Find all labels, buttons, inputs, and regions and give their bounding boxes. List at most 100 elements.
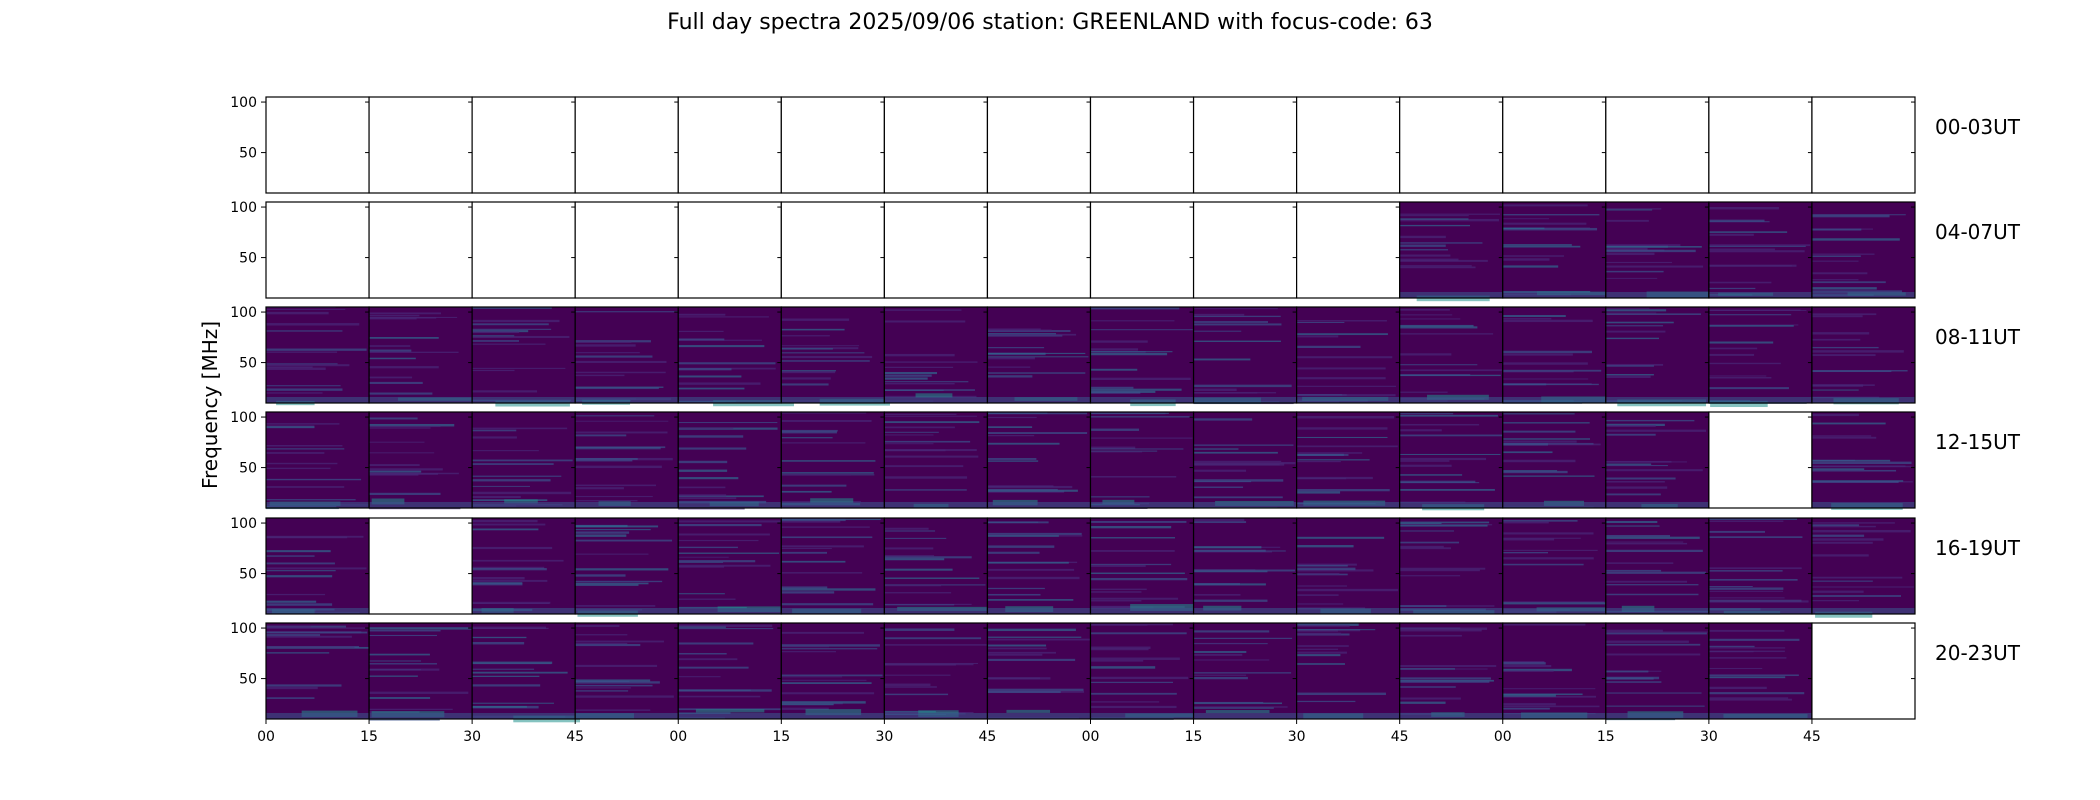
spectral-line <box>678 362 776 365</box>
spectral-line <box>1399 391 1448 393</box>
spectral-line <box>987 545 1055 548</box>
spectral-line <box>1708 667 1763 670</box>
spectrogram-panel <box>1605 517 1710 615</box>
empty-panel <box>883 201 989 299</box>
spectral-line <box>575 642 628 645</box>
spectral-line <box>266 462 338 465</box>
spectral-line <box>369 708 453 711</box>
spectral-line <box>1090 632 1187 635</box>
spectral-line <box>884 637 982 640</box>
x-tick-label: 00 <box>1494 729 1512 745</box>
spectral-line <box>472 566 545 569</box>
spectral-line <box>266 486 345 488</box>
spectral-line <box>1193 451 1278 454</box>
spectral-line <box>1502 664 1552 668</box>
panel-background <box>266 307 370 403</box>
spectral-line <box>1296 569 1374 572</box>
empty-panel <box>1605 96 1710 194</box>
spectral-line <box>678 695 761 698</box>
spectral-line <box>884 530 936 532</box>
spectral-line <box>1708 697 1789 699</box>
spectral-line <box>1502 255 1564 257</box>
spectral-line <box>1605 277 1658 279</box>
spectral-line <box>1193 418 1253 421</box>
spectral-line <box>1090 666 1156 669</box>
spectral-line <box>1502 693 1583 696</box>
spectral-line <box>472 705 527 708</box>
spectral-line <box>1090 416 1194 418</box>
spectral-line <box>575 681 660 684</box>
spectral-line <box>1811 541 1873 544</box>
spectral-line <box>1811 313 1877 316</box>
spectral-line <box>1811 422 1886 425</box>
spectrogram-panel <box>265 622 370 720</box>
spectral-line <box>1399 605 1495 607</box>
spectral-line <box>1502 265 1559 268</box>
spectral-line <box>266 625 311 628</box>
empty-panel <box>1502 96 1607 194</box>
spectral-line <box>369 629 441 632</box>
spectral-line <box>781 355 873 359</box>
spectral-line <box>1605 247 1648 251</box>
spectral-line <box>472 328 552 330</box>
spectral-line <box>1399 480 1476 483</box>
spectral-line <box>1502 227 1598 231</box>
spectral-line <box>884 320 966 323</box>
spectral-line <box>1296 394 1396 397</box>
low-frequency-band <box>1710 400 1768 408</box>
spectral-line <box>369 336 439 339</box>
spectral-line <box>472 579 548 582</box>
spectral-line <box>1502 378 1589 380</box>
spectral-line <box>1399 460 1450 462</box>
bottom-noise-band <box>884 713 988 719</box>
spectral-line <box>1193 461 1296 465</box>
empty-panel <box>1708 411 1813 509</box>
bottom-noise-band <box>1296 502 1400 508</box>
spectral-line <box>1708 244 1811 247</box>
spectral-line <box>1811 468 1865 470</box>
spectral-line <box>987 647 1047 650</box>
bottom-noise-band <box>1811 502 1915 508</box>
spectral-line <box>781 347 859 350</box>
spectral-line <box>472 323 549 326</box>
spectral-line <box>266 697 315 699</box>
spectral-line <box>1090 681 1173 684</box>
spectral-line <box>1193 444 1294 446</box>
spectral-line <box>1605 477 1676 480</box>
spectral-line <box>1502 413 1575 415</box>
bottom-noise-band <box>678 502 782 508</box>
spectral-line <box>1605 542 1688 545</box>
spectral-line <box>678 338 725 341</box>
low-frequency-band <box>1130 604 1216 611</box>
row-label: 16-19UT <box>1935 536 2021 560</box>
spectral-line <box>369 464 420 466</box>
spectral-line <box>987 442 1060 445</box>
spectral-line <box>781 348 833 350</box>
spectral-line <box>1399 605 1447 607</box>
spectral-line <box>678 564 771 567</box>
spectral-line <box>987 690 1061 694</box>
spectral-line <box>1296 452 1363 454</box>
row-label: 08-11UT <box>1935 325 2021 349</box>
spectral-line <box>1193 594 1241 596</box>
spectral-line <box>1502 695 1597 698</box>
spectral-line <box>575 484 656 487</box>
spectrogram-panel <box>1399 306 1504 404</box>
spectral-line <box>1811 524 1860 527</box>
spectral-line <box>1090 597 1179 600</box>
spectral-line <box>678 666 749 669</box>
spectral-line <box>987 677 1051 680</box>
spectral-line <box>1605 313 1701 315</box>
spectral-line <box>987 599 1074 601</box>
empty-panel <box>1089 201 1195 299</box>
spectral-line <box>781 586 828 589</box>
spectral-line <box>884 371 938 375</box>
low-frequency-band <box>371 498 405 505</box>
spectral-line <box>1811 480 1899 483</box>
panel-background <box>781 307 885 403</box>
spectral-line <box>575 446 661 450</box>
empty-panel <box>986 201 1092 299</box>
row-label: 04-07UT <box>1935 220 2021 244</box>
spectrogram-panel <box>986 306 1092 404</box>
spectral-line <box>1605 670 1649 673</box>
